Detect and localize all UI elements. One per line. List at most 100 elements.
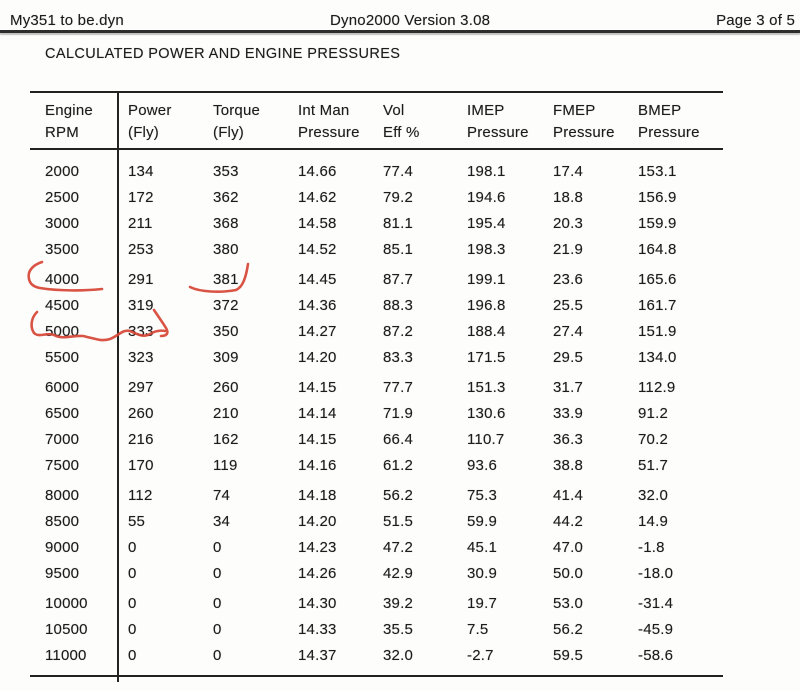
cell-bmep_pressure: 51.7 <box>638 457 668 474</box>
table-row: 3000 211 368 14.58 81.1 195.4 20.3 159.9 <box>30 211 723 237</box>
rpm-group: 6000 297 260 14.15 77.7 151.3 31.7 112.9 6500 260… <box>30 375 723 479</box>
table-row: 7500 170 119 14.16 61.2 93.6 38.8 51.7 <box>30 453 723 479</box>
cell-bmep_pressure: -18.0 <box>638 565 674 582</box>
cell-power: 319 <box>128 297 154 314</box>
cell-torque: 353 <box>213 163 239 180</box>
rpm-group: 2000 134 353 14.66 77.4 198.1 17.4 153.1 2500 172… <box>30 159 723 263</box>
cell-bmep_pressure: -45.9 <box>638 621 674 638</box>
cell-bmep_pressure: 153.1 <box>638 163 677 180</box>
cell-bmep_pressure: 14.9 <box>638 513 668 530</box>
cell-power: 211 <box>128 215 153 232</box>
cell-fmep_pressure: 41.4 <box>553 487 583 504</box>
cell-int_man_pressure: 14.26 <box>298 565 337 582</box>
cell-vol_eff: 79.2 <box>383 189 413 206</box>
cell-power: 134 <box>128 163 154 180</box>
cell-bmep_pressure: 32.0 <box>638 487 668 504</box>
cell-fmep_pressure: 53.0 <box>553 595 583 612</box>
cell-bmep_pressure: -58.6 <box>638 647 674 664</box>
cell-imep_pressure: 171.5 <box>467 349 506 366</box>
cell-power: 291 <box>128 271 154 288</box>
cell-bmep_pressure: -1.8 <box>638 539 665 556</box>
page-title: CALCULATED POWER AND ENGINE PRESSURES <box>45 46 401 62</box>
table-row: 10000 0 0 14.30 39.2 19.7 53.0 -31.4 <box>30 591 723 617</box>
cell-rpm: 4000 <box>45 271 80 288</box>
table-row: 2500 172 362 14.62 79.2 194.6 18.8 156.9 <box>30 185 723 211</box>
cell-torque: 260 <box>213 379 239 396</box>
cell-rpm: 4500 <box>45 297 80 314</box>
cell-imep_pressure: 198.1 <box>467 163 506 180</box>
cell-int_man_pressure: 14.18 <box>298 487 337 504</box>
cell-vol_eff: 87.2 <box>383 323 413 340</box>
column-header-int_man_pressure: Int Man Pressure <box>298 102 360 141</box>
table-row: 4000 291 381 14.45 87.7 199.1 23.6 165.6 <box>30 267 723 293</box>
cell-rpm: 2500 <box>45 189 80 206</box>
cell-imep_pressure: 93.6 <box>467 457 497 474</box>
cell-bmep_pressure: -31.4 <box>638 595 674 612</box>
rpm-group: 10000 0 0 14.30 39.2 19.7 53.0 -31.4 10500 0 0 14.3… <box>30 591 723 669</box>
cell-imep_pressure: 110.7 <box>467 431 505 448</box>
cell-vol_eff: 47.2 <box>383 539 413 556</box>
cell-imep_pressure: 151.3 <box>467 379 506 396</box>
cell-int_man_pressure: 14.15 <box>298 379 337 396</box>
cell-imep_pressure: 7.5 <box>467 621 489 638</box>
cell-int_man_pressure: 14.45 <box>298 271 337 288</box>
cell-torque: 119 <box>213 457 238 474</box>
cell-rpm: 3000 <box>45 215 80 232</box>
cell-torque: 0 <box>213 595 222 612</box>
cell-rpm: 8000 <box>45 487 80 504</box>
cell-torque: 372 <box>213 297 239 314</box>
cell-imep_pressure: 199.1 <box>467 271 506 288</box>
cell-int_man_pressure: 14.27 <box>298 323 337 340</box>
cell-imep_pressure: 75.3 <box>467 487 497 504</box>
table-row: 5000 333 350 14.27 87.2 188.4 27.4 151.9 <box>30 319 723 345</box>
cell-vol_eff: 35.5 <box>383 621 413 638</box>
cell-fmep_pressure: 18.8 <box>553 189 583 206</box>
cell-vol_eff: 66.4 <box>383 431 413 448</box>
cell-fmep_pressure: 44.2 <box>553 513 583 530</box>
cell-rpm: 8500 <box>45 513 80 530</box>
rpm-group: 4000 291 381 14.45 87.7 199.1 23.6 165.6 4500 319… <box>30 267 723 371</box>
document-filename: My351 to be.dyn <box>10 12 124 29</box>
cell-int_man_pressure: 14.16 <box>298 457 337 474</box>
cell-int_man_pressure: 14.30 <box>298 595 337 612</box>
cell-fmep_pressure: 29.5 <box>553 349 583 366</box>
cell-int_man_pressure: 14.33 <box>298 621 337 638</box>
cell-bmep_pressure: 91.2 <box>638 405 668 422</box>
cell-fmep_pressure: 31.7 <box>553 379 583 396</box>
cell-imep_pressure: 196.8 <box>467 297 506 314</box>
cell-power: 216 <box>128 431 154 448</box>
cell-imep_pressure: 198.3 <box>467 241 506 258</box>
cell-int_man_pressure: 14.62 <box>298 189 337 206</box>
table-row: 8000 112 74 14.18 56.2 75.3 41.4 32.0 <box>30 483 723 509</box>
table-row: 4500 319 372 14.36 88.3 196.8 25.5 161.7 <box>30 293 723 319</box>
cell-torque: 381 <box>213 271 239 288</box>
cell-rpm: 6000 <box>45 379 80 396</box>
cell-rpm: 10000 <box>45 595 88 612</box>
cell-power: 170 <box>128 457 154 474</box>
column-header-rpm: Engine RPM <box>45 102 93 141</box>
cell-torque: 362 <box>213 189 239 206</box>
cell-bmep_pressure: 134.0 <box>638 349 677 366</box>
table-row: 9500 0 0 14.26 42.9 30.9 50.0 -18.0 <box>30 561 723 587</box>
cell-power: 0 <box>128 565 137 582</box>
cell-power: 260 <box>128 405 154 422</box>
column-header-vol_eff: Vol Eff % <box>383 102 420 141</box>
page-header: My351 to be.dyn Dyno2000 Version 3.08 Pa… <box>0 12 800 30</box>
cell-vol_eff: 83.3 <box>383 349 413 366</box>
cell-vol_eff: 77.4 <box>383 163 413 180</box>
table-row: 9000 0 0 14.23 47.2 45.1 47.0 -1.8 <box>30 535 723 561</box>
cell-imep_pressure: 188.4 <box>467 323 506 340</box>
cell-torque: 0 <box>213 621 222 638</box>
cell-power: 253 <box>128 241 154 258</box>
table-row: 8500 55 34 14.20 51.5 59.9 44.2 14.9 <box>30 509 723 535</box>
table-row: 6000 297 260 14.15 77.7 151.3 31.7 112.9 <box>30 375 723 401</box>
cell-int_man_pressure: 14.20 <box>298 349 337 366</box>
table-row: 3500 253 380 14.52 85.1 198.3 21.9 164.8 <box>30 237 723 263</box>
cell-imep_pressure: 45.1 <box>467 539 497 556</box>
cell-vol_eff: 32.0 <box>383 647 413 664</box>
cell-power: 0 <box>128 539 137 556</box>
cell-vol_eff: 88.3 <box>383 297 413 314</box>
cell-torque: 210 <box>213 405 239 422</box>
cell-imep_pressure: 19.7 <box>467 595 497 612</box>
cell-vol_eff: 56.2 <box>383 487 413 504</box>
